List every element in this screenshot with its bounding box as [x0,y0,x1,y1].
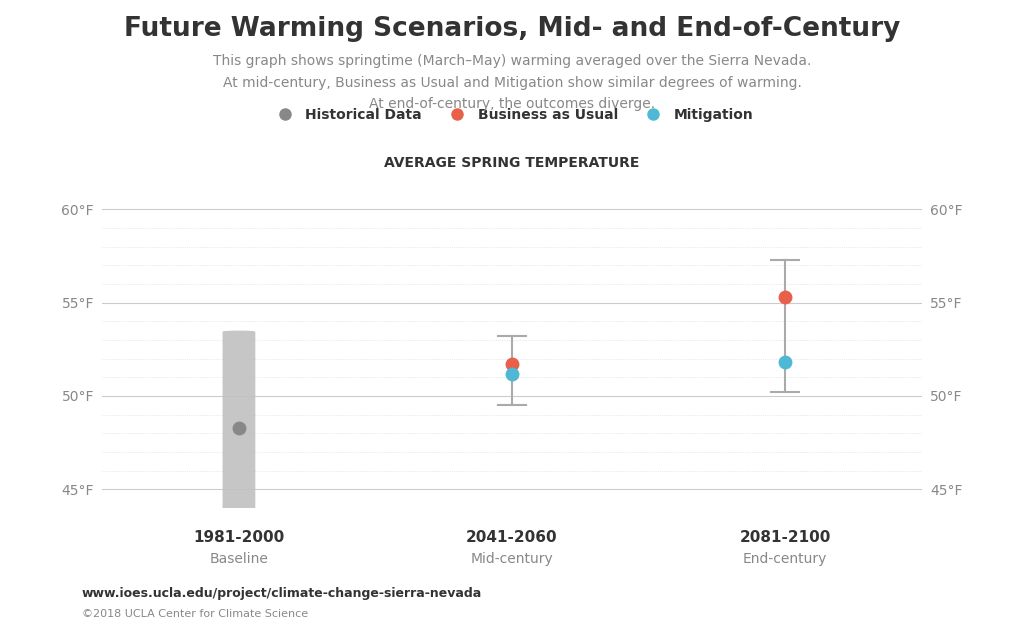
FancyBboxPatch shape [222,331,255,518]
Text: 2041-2060: 2041-2060 [466,530,558,545]
Text: Future Warming Scenarios, Mid- and End-of-Century: Future Warming Scenarios, Mid- and End-o… [124,16,900,42]
Text: www.ioes.ucla.edu/project/climate-change-sierra-nevada: www.ioes.ucla.edu/project/climate-change… [82,587,482,600]
Text: Baseline: Baseline [210,552,268,566]
Text: 1981-2000: 1981-2000 [194,530,285,545]
Text: 2081-2100: 2081-2100 [739,530,830,545]
Text: AVERAGE SPRING TEMPERATURE: AVERAGE SPRING TEMPERATURE [384,156,640,170]
Text: End-century: End-century [742,552,827,566]
Text: ©2018 UCLA Center for Climate Science: ©2018 UCLA Center for Climate Science [82,609,308,619]
Legend: Historical Data, Business as Usual, Mitigation: Historical Data, Business as Usual, Miti… [265,102,759,127]
Text: Mid-century: Mid-century [471,552,553,566]
Text: This graph shows springtime (March–May) warming averaged over the Sierra Nevada.: This graph shows springtime (March–May) … [213,54,811,111]
